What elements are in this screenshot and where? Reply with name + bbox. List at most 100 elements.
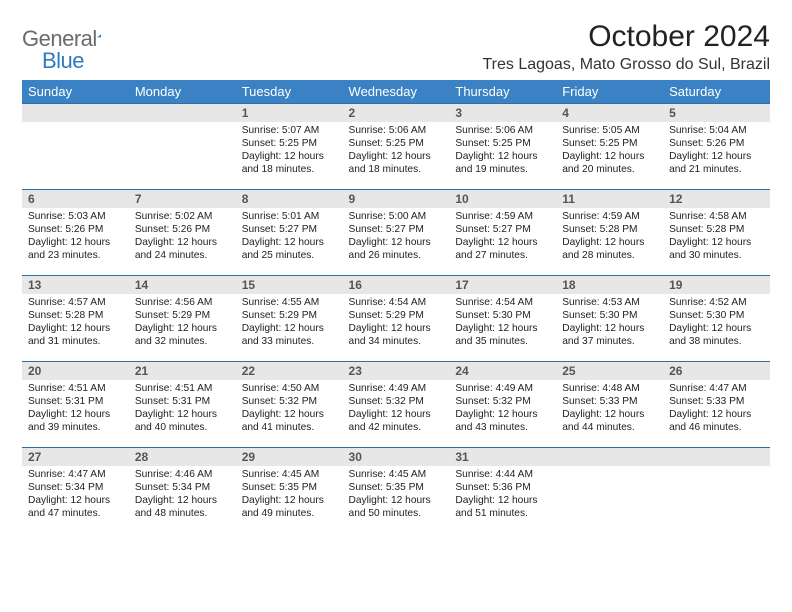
- daylight-line: Daylight: 12 hours and 28 minutes.: [562, 236, 657, 262]
- calendar-day-cell: 23Sunrise: 4:49 AMSunset: 5:32 PMDayligh…: [343, 361, 450, 447]
- sunset-line: Sunset: 5:25 PM: [455, 137, 550, 150]
- daylight-line: Daylight: 12 hours and 27 minutes.: [455, 236, 550, 262]
- day-info: Sunrise: 5:04 AMSunset: 5:26 PMDaylight:…: [663, 122, 770, 180]
- day-number: 14: [129, 275, 236, 294]
- day-number: 12: [663, 189, 770, 208]
- day-info: Sunrise: 4:58 AMSunset: 5:28 PMDaylight:…: [663, 208, 770, 266]
- sunset-line: Sunset: 5:36 PM: [455, 481, 550, 494]
- sunrise-line: Sunrise: 5:02 AM: [135, 210, 230, 223]
- calendar-day-cell: 6Sunrise: 5:03 AMSunset: 5:26 PMDaylight…: [22, 189, 129, 275]
- sunrise-line: Sunrise: 4:53 AM: [562, 296, 657, 309]
- day-number: [129, 103, 236, 122]
- sunset-line: Sunset: 5:32 PM: [455, 395, 550, 408]
- daylight-line: Daylight: 12 hours and 24 minutes.: [135, 236, 230, 262]
- day-info: Sunrise: 5:06 AMSunset: 5:25 PMDaylight:…: [449, 122, 556, 180]
- daylight-line: Daylight: 12 hours and 47 minutes.: [28, 494, 123, 520]
- day-number: 2: [343, 103, 450, 122]
- calendar-day-cell: 30Sunrise: 4:45 AMSunset: 5:35 PMDayligh…: [343, 447, 450, 533]
- day-number: [663, 447, 770, 466]
- daylight-line: Daylight: 12 hours and 30 minutes.: [669, 236, 764, 262]
- calendar-day-cell: [129, 103, 236, 189]
- day-number: 19: [663, 275, 770, 294]
- day-number: 15: [236, 275, 343, 294]
- weekday-header-row: SundayMondayTuesdayWednesdayThursdayFrid…: [22, 80, 770, 103]
- day-info: Sunrise: 4:54 AMSunset: 5:30 PMDaylight:…: [449, 294, 556, 352]
- day-info: Sunrise: 4:48 AMSunset: 5:33 PMDaylight:…: [556, 380, 663, 438]
- daylight-line: Daylight: 12 hours and 18 minutes.: [349, 150, 444, 176]
- day-number: [556, 447, 663, 466]
- day-info: Sunrise: 4:51 AMSunset: 5:31 PMDaylight:…: [22, 380, 129, 438]
- calendar-day-cell: [663, 447, 770, 533]
- day-info: Sunrise: 4:45 AMSunset: 5:35 PMDaylight:…: [236, 466, 343, 524]
- day-info: Sunrise: 4:49 AMSunset: 5:32 PMDaylight:…: [449, 380, 556, 438]
- sunrise-line: Sunrise: 4:44 AM: [455, 468, 550, 481]
- day-number: 7: [129, 189, 236, 208]
- sunset-line: Sunset: 5:34 PM: [135, 481, 230, 494]
- calendar-body: 1Sunrise: 5:07 AMSunset: 5:25 PMDaylight…: [22, 103, 770, 533]
- day-number: 30: [343, 447, 450, 466]
- day-number: 28: [129, 447, 236, 466]
- sunset-line: Sunset: 5:30 PM: [669, 309, 764, 322]
- day-info: Sunrise: 4:47 AMSunset: 5:33 PMDaylight:…: [663, 380, 770, 438]
- calendar-day-cell: 13Sunrise: 4:57 AMSunset: 5:28 PMDayligh…: [22, 275, 129, 361]
- sunrise-line: Sunrise: 4:56 AM: [135, 296, 230, 309]
- calendar-day-cell: 17Sunrise: 4:54 AMSunset: 5:30 PMDayligh…: [449, 275, 556, 361]
- calendar-day-cell: 4Sunrise: 5:05 AMSunset: 5:25 PMDaylight…: [556, 103, 663, 189]
- calendar-day-cell: 25Sunrise: 4:48 AMSunset: 5:33 PMDayligh…: [556, 361, 663, 447]
- day-number: 22: [236, 361, 343, 380]
- day-info: Sunrise: 4:56 AMSunset: 5:29 PMDaylight:…: [129, 294, 236, 352]
- day-number: 27: [22, 447, 129, 466]
- day-info: Sunrise: 4:46 AMSunset: 5:34 PMDaylight:…: [129, 466, 236, 524]
- sunrise-line: Sunrise: 5:03 AM: [28, 210, 123, 223]
- weekday-header: Tuesday: [236, 80, 343, 103]
- calendar-day-cell: 29Sunrise: 4:45 AMSunset: 5:35 PMDayligh…: [236, 447, 343, 533]
- calendar-week-row: 1Sunrise: 5:07 AMSunset: 5:25 PMDaylight…: [22, 103, 770, 189]
- daylight-line: Daylight: 12 hours and 44 minutes.: [562, 408, 657, 434]
- calendar-day-cell: 20Sunrise: 4:51 AMSunset: 5:31 PMDayligh…: [22, 361, 129, 447]
- sunset-line: Sunset: 5:34 PM: [28, 481, 123, 494]
- daylight-line: Daylight: 12 hours and 38 minutes.: [669, 322, 764, 348]
- day-number: 1: [236, 103, 343, 122]
- title-block: October 2024 Tres Lagoas, Mato Grosso do…: [482, 20, 770, 74]
- weekday-header: Friday: [556, 80, 663, 103]
- sunset-line: Sunset: 5:27 PM: [455, 223, 550, 236]
- calendar-day-cell: 31Sunrise: 4:44 AMSunset: 5:36 PMDayligh…: [449, 447, 556, 533]
- calendar-day-cell: 19Sunrise: 4:52 AMSunset: 5:30 PMDayligh…: [663, 275, 770, 361]
- sunrise-line: Sunrise: 4:48 AM: [562, 382, 657, 395]
- daylight-line: Daylight: 12 hours and 46 minutes.: [669, 408, 764, 434]
- daylight-line: Daylight: 12 hours and 51 minutes.: [455, 494, 550, 520]
- day-number: 18: [556, 275, 663, 294]
- sunset-line: Sunset: 5:33 PM: [562, 395, 657, 408]
- day-number: 11: [556, 189, 663, 208]
- day-info: Sunrise: 5:05 AMSunset: 5:25 PMDaylight:…: [556, 122, 663, 180]
- day-number: 5: [663, 103, 770, 122]
- daylight-line: Daylight: 12 hours and 42 minutes.: [349, 408, 444, 434]
- sunrise-line: Sunrise: 5:05 AM: [562, 124, 657, 137]
- sunset-line: Sunset: 5:25 PM: [562, 137, 657, 150]
- calendar-week-row: 6Sunrise: 5:03 AMSunset: 5:26 PMDaylight…: [22, 189, 770, 275]
- calendar-day-cell: 12Sunrise: 4:58 AMSunset: 5:28 PMDayligh…: [663, 189, 770, 275]
- weekday-header: Saturday: [663, 80, 770, 103]
- sunset-line: Sunset: 5:25 PM: [349, 137, 444, 150]
- calendar-day-cell: 3Sunrise: 5:06 AMSunset: 5:25 PMDaylight…: [449, 103, 556, 189]
- sunrise-line: Sunrise: 5:07 AM: [242, 124, 337, 137]
- day-number: 21: [129, 361, 236, 380]
- calendar-day-cell: 2 Sunrise: 5:06 AMSunset: 5:25 PMDaylight…: [343, 103, 450, 189]
- calendar-day-cell: 27Sunrise: 4:47 AMSunset: 5:34 PMDayligh…: [22, 447, 129, 533]
- day-info: Sunrise: 4:53 AMSunset: 5:30 PMDaylight:…: [556, 294, 663, 352]
- sunset-line: Sunset: 5:25 PM: [242, 137, 337, 150]
- day-number: 4: [556, 103, 663, 122]
- calendar-day-cell: 1Sunrise: 5:07 AMSunset: 5:25 PMDaylight…: [236, 103, 343, 189]
- calendar-day-cell: 11Sunrise: 4:59 AMSunset: 5:28 PMDayligh…: [556, 189, 663, 275]
- day-number: 29: [236, 447, 343, 466]
- day-number: [22, 103, 129, 122]
- sunrise-line: Sunrise: 5:00 AM: [349, 210, 444, 223]
- sunrise-line: Sunrise: 4:51 AM: [28, 382, 123, 395]
- day-info: [663, 466, 770, 472]
- day-number: 24: [449, 361, 556, 380]
- sunset-line: Sunset: 5:29 PM: [135, 309, 230, 322]
- day-info: Sunrise: 4:59 AMSunset: 5:28 PMDaylight:…: [556, 208, 663, 266]
- sunset-line: Sunset: 5:30 PM: [455, 309, 550, 322]
- day-number: 10: [449, 189, 556, 208]
- sunrise-line: Sunrise: 5:06 AM: [349, 124, 444, 137]
